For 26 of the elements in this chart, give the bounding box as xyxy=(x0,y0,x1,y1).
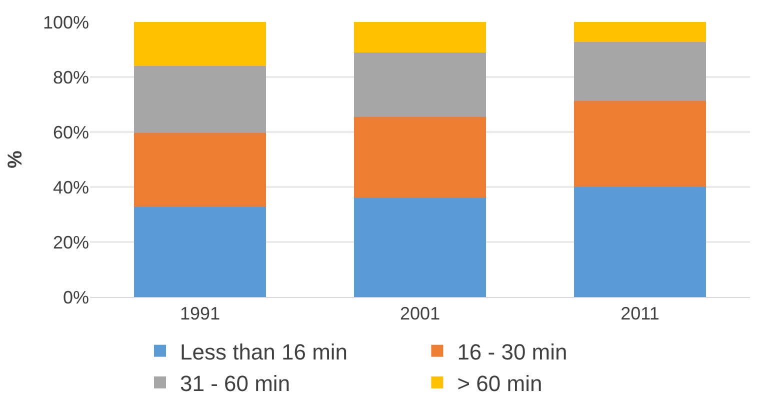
y-tick-label: 0% xyxy=(62,287,89,308)
bar xyxy=(134,22,266,66)
bar xyxy=(574,42,706,101)
bar xyxy=(574,187,706,297)
bar xyxy=(354,198,486,297)
x-tick-label: 1991 xyxy=(180,304,220,324)
bar xyxy=(574,22,706,42)
legend-label: 16 - 30 min xyxy=(457,339,568,364)
x-tick-label: 2011 xyxy=(620,304,660,324)
y-tick-label: 20% xyxy=(52,232,89,252)
y-tick-label: 100% xyxy=(42,12,89,32)
bar xyxy=(574,100,706,187)
legend-label: Less than 16 min xyxy=(180,339,348,364)
y-tick-label: 40% xyxy=(52,177,89,198)
legend-label: 31 - 60 min xyxy=(180,370,290,396)
bar xyxy=(354,22,486,52)
bar xyxy=(134,66,266,133)
y-tick-label: 80% xyxy=(52,67,89,88)
bar xyxy=(134,207,266,297)
bar xyxy=(354,52,486,117)
bar xyxy=(134,132,266,208)
legend-label: > 60 min xyxy=(457,370,542,396)
y-tick-label: 60% xyxy=(52,122,89,142)
bar xyxy=(354,116,486,198)
y-axis-title: % xyxy=(4,150,26,168)
x-tick-label: 2001 xyxy=(400,304,440,324)
